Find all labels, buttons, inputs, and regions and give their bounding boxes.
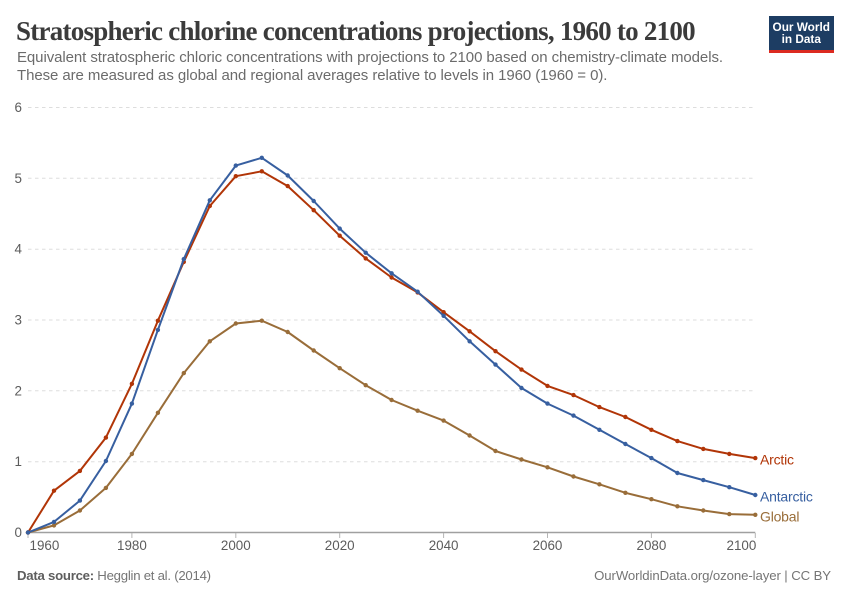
svg-text:1960: 1960	[30, 538, 60, 553]
svg-text:Global: Global	[760, 508, 799, 524]
svg-text:5: 5	[15, 171, 22, 186]
svg-text:2000: 2000	[221, 538, 251, 553]
svg-text:4: 4	[15, 242, 23, 257]
svg-text:2080: 2080	[637, 538, 667, 553]
svg-text:3: 3	[15, 313, 22, 328]
svg-text:2: 2	[15, 383, 22, 398]
svg-text:Antarctic: Antarctic	[760, 489, 813, 505]
svg-text:0: 0	[15, 525, 22, 540]
svg-text:2020: 2020	[325, 538, 355, 553]
svg-text:6: 6	[15, 100, 22, 115]
svg-text:1980: 1980	[117, 538, 147, 553]
svg-text:1: 1	[15, 454, 22, 469]
svg-text:2060: 2060	[533, 538, 563, 553]
svg-text:2040: 2040	[429, 538, 459, 553]
svg-text:2100: 2100	[727, 538, 757, 553]
svg-text:Arctic: Arctic	[760, 452, 794, 468]
